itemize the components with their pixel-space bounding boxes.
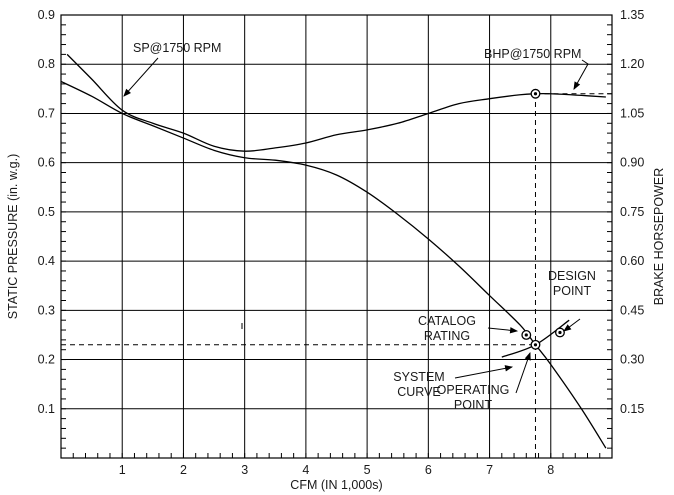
y-tick-label: 0.4 xyxy=(38,254,55,268)
y-tick-label: 0.5 xyxy=(38,205,55,219)
annotation-operating-point: POINT xyxy=(454,398,493,412)
annotation-bhp-1750-rpm: BHP@1750 RPM xyxy=(484,47,581,61)
plot-border xyxy=(60,14,613,459)
annotation-catalog-rating: CATALOG xyxy=(418,314,476,328)
x-tick-label: 8 xyxy=(547,463,554,477)
y2-tick-label: 1.05 xyxy=(620,106,644,120)
annotation-leader-operating-point xyxy=(515,352,531,394)
x-tick-label: 3 xyxy=(241,463,248,477)
axis-labels: 1 2 3 4 5 6 7 8 0.1 0.2 0.3 0.4 0.5 0.6 0.7 0.8 0.9 0.15 0… xyxy=(38,8,645,477)
y-tick-label: 0.8 xyxy=(38,57,55,71)
y2-tick-label: 1.35 xyxy=(620,8,644,22)
annotation-arrowhead xyxy=(524,351,531,361)
x-tick-label: 2 xyxy=(180,463,187,477)
annotations: SP@1750 RPM BHP@1750 RPMDESIGNPOINTCATALO… xyxy=(123,41,596,412)
x-tick-label: 5 xyxy=(364,463,371,477)
annotation-operating-point: OPERATING xyxy=(437,383,510,397)
point-marker-center xyxy=(524,333,528,337)
annotation-arrowhead xyxy=(504,365,514,372)
annotation-system-curve: SYSTEM xyxy=(393,370,444,384)
annotation-arrowhead xyxy=(123,88,131,97)
y-tick-label: 0.9 xyxy=(38,8,55,22)
y-axis-title-right: BRAKE HORSEPOWER xyxy=(652,168,666,306)
reference-lines xyxy=(61,93,612,458)
y-tick-label: 0.6 xyxy=(38,156,55,170)
annotation-leader-system-curve xyxy=(454,366,513,379)
point-marker-center xyxy=(533,92,538,96)
y-tick-label: 0.1 xyxy=(38,402,55,416)
point-marker-center xyxy=(558,330,562,335)
y-tick-label: 0.7 xyxy=(38,106,55,120)
y2-tick-label: 1.20 xyxy=(620,57,644,71)
y2-tick-label: 0.60 xyxy=(620,254,644,268)
x-axis-title: CFM (IN 1,000s) xyxy=(290,478,382,492)
x-tick-label: 4 xyxy=(302,463,309,477)
plot-frame xyxy=(60,14,613,459)
axis-ticks xyxy=(61,24,612,458)
y2-tick-label: 0.45 xyxy=(620,303,644,317)
y-axis-title-left: STATIC PRESSURE (in. w.g.) xyxy=(6,154,20,320)
annotation-design-point: POINT xyxy=(553,284,592,298)
annotation-leader-sp-1750-rpm xyxy=(123,57,159,97)
x-tick-label: 1 xyxy=(119,463,126,477)
y2-tick-label: 0.75 xyxy=(620,205,644,219)
annotation-catalog-rating: RATING xyxy=(424,329,470,343)
annotation-system-curve: CURVE xyxy=(397,385,441,399)
x-tick-label: 6 xyxy=(425,463,432,477)
y-tick-label: 0.2 xyxy=(38,353,55,367)
y2-tick-label: 0.15 xyxy=(620,402,644,416)
annotation-arrowhead xyxy=(573,81,581,90)
y2-tick-label: 0.90 xyxy=(620,156,644,170)
point-marker-center xyxy=(533,343,538,347)
y-tick-label: 0.3 xyxy=(38,303,55,317)
annotation-design-point: DESIGN xyxy=(548,269,596,283)
annotation-arrowhead xyxy=(563,324,572,332)
annotation-sp-1750-rpm: SP@1750 RPM xyxy=(133,41,221,55)
series-line-sp-1750-rpm xyxy=(60,80,607,449)
annotation-leader-bhp-1750-rpm xyxy=(573,59,589,90)
y2-tick-label: 0.30 xyxy=(620,353,644,367)
x-tick-label: 7 xyxy=(486,463,493,477)
annotation-arrowhead xyxy=(509,327,519,334)
grid xyxy=(61,14,612,458)
marked-points xyxy=(521,88,565,350)
